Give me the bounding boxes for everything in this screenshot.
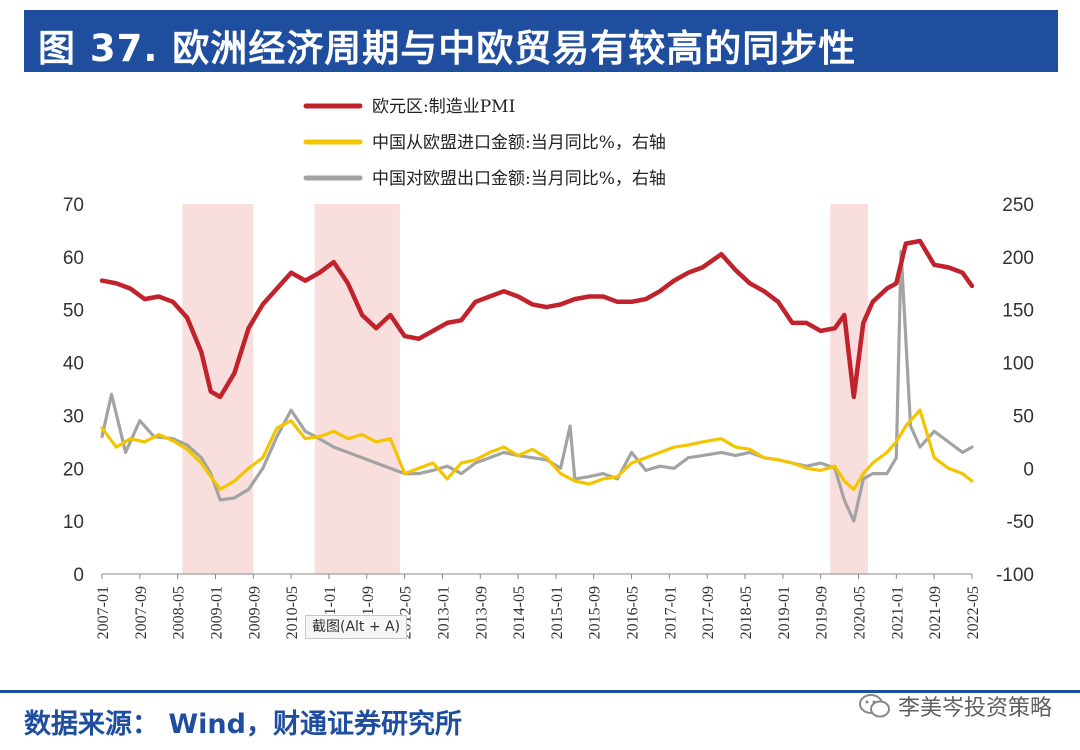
series-line-1 xyxy=(99,238,975,400)
x-axis-tick-label: 2015-09 xyxy=(587,586,604,639)
watermark: 李美岑投资策略 xyxy=(858,690,1052,722)
left-axis-tick: 70 xyxy=(63,195,84,216)
title-banner: 图 37. 欧洲经济周期与中欧贸易有较高的同步性 xyxy=(24,10,1058,72)
recession-shade xyxy=(314,204,400,574)
x-axis-tick-label: 2013-09 xyxy=(473,586,490,639)
footer-divider xyxy=(0,690,1080,693)
left-axis-tick: 40 xyxy=(63,354,84,375)
x-axis-tick-label: 2016-05 xyxy=(625,586,642,639)
x-axis-tick-label: 2013-01 xyxy=(435,586,452,639)
figure-title: 图 37. 欧洲经济周期与中欧贸易有较高的同步性 xyxy=(38,27,857,70)
right-axis-tick: 200 xyxy=(1002,248,1034,269)
right-axis-tick: 50 xyxy=(1013,406,1034,427)
source-note: 数据来源： Wind，财通证券研究所 xyxy=(24,709,462,740)
x-axis-tick-label: 2017-09 xyxy=(700,586,717,639)
recession-shade xyxy=(182,204,254,574)
right-axis-tick: -50 xyxy=(1007,512,1034,533)
left-axis-tick: 60 xyxy=(63,248,84,269)
x-axis-tick-label: 2020-05 xyxy=(852,586,869,639)
x-axis-tick-label: 2007-01 xyxy=(95,586,112,639)
x-axis-tick-label: 2021-01 xyxy=(889,586,906,639)
x-axis-tick-label: 2014-05 xyxy=(511,586,528,639)
wechat-icon xyxy=(858,694,890,718)
left-axis-tick: 50 xyxy=(63,301,84,322)
right-axis-tick: 150 xyxy=(1002,301,1034,322)
title-bar: 图 37. 欧洲经济周期与中欧贸易有较高的同步性 xyxy=(0,0,1080,80)
x-axis-tick-label: 2019-09 xyxy=(814,586,831,639)
right-axis-tick: -100 xyxy=(996,565,1034,586)
x-axis-tick-label: 2009-01 xyxy=(208,586,225,639)
legend-label: 中国从欧盟进口金额:当月同比%，右轴 xyxy=(372,133,666,153)
right-axis-tick: 250 xyxy=(1002,195,1034,216)
right-axis-tick: 100 xyxy=(1002,354,1034,375)
x-axis-tick-label: 2022-05 xyxy=(965,586,982,639)
screenshot-tooltip: 截图(Alt + A) xyxy=(305,615,408,639)
x-axis-tick-label: 2010-05 xyxy=(284,586,301,639)
x-axis-tick-label: 2008-05 xyxy=(171,586,188,639)
series-line-3 xyxy=(100,250,974,523)
x-axis-tick-label: 2017-01 xyxy=(662,586,679,639)
watermark-text: 李美岑投资策略 xyxy=(897,696,1052,721)
x-axis-tick-label: 2009-09 xyxy=(246,586,263,639)
x-axis-tick-label: 2007-09 xyxy=(133,586,150,639)
left-axis-tick: 20 xyxy=(63,459,84,480)
right-axis-tick: 0 xyxy=(1023,459,1034,480)
legend-label: 欧元区:制造业PMI xyxy=(372,97,515,117)
series-line-2 xyxy=(100,408,974,491)
chart-svg: 0 10 20 30 40 50 60 70 -100 -50 0 50 100 150 200 250 200… xyxy=(63,97,1034,639)
recession-shade xyxy=(830,204,868,574)
chart-area: 0 10 20 30 40 50 60 70 -100 -50 0 50 100 150 200 250 200… xyxy=(24,80,1058,690)
x-axis-tick-label: 2018-05 xyxy=(738,586,755,639)
x-axis-tick-label: 2015-01 xyxy=(549,586,566,639)
legend-label: 中国对欧盟出口金额:当月同比%，右轴 xyxy=(372,169,666,189)
x-axis-tick-label: 2019-01 xyxy=(776,586,793,639)
left-axis-tick: 10 xyxy=(63,512,84,533)
left-axis-tick: 0 xyxy=(73,565,84,586)
left-axis-tick: 30 xyxy=(63,406,84,427)
x-axis-tick-label: 2021-09 xyxy=(927,586,944,639)
